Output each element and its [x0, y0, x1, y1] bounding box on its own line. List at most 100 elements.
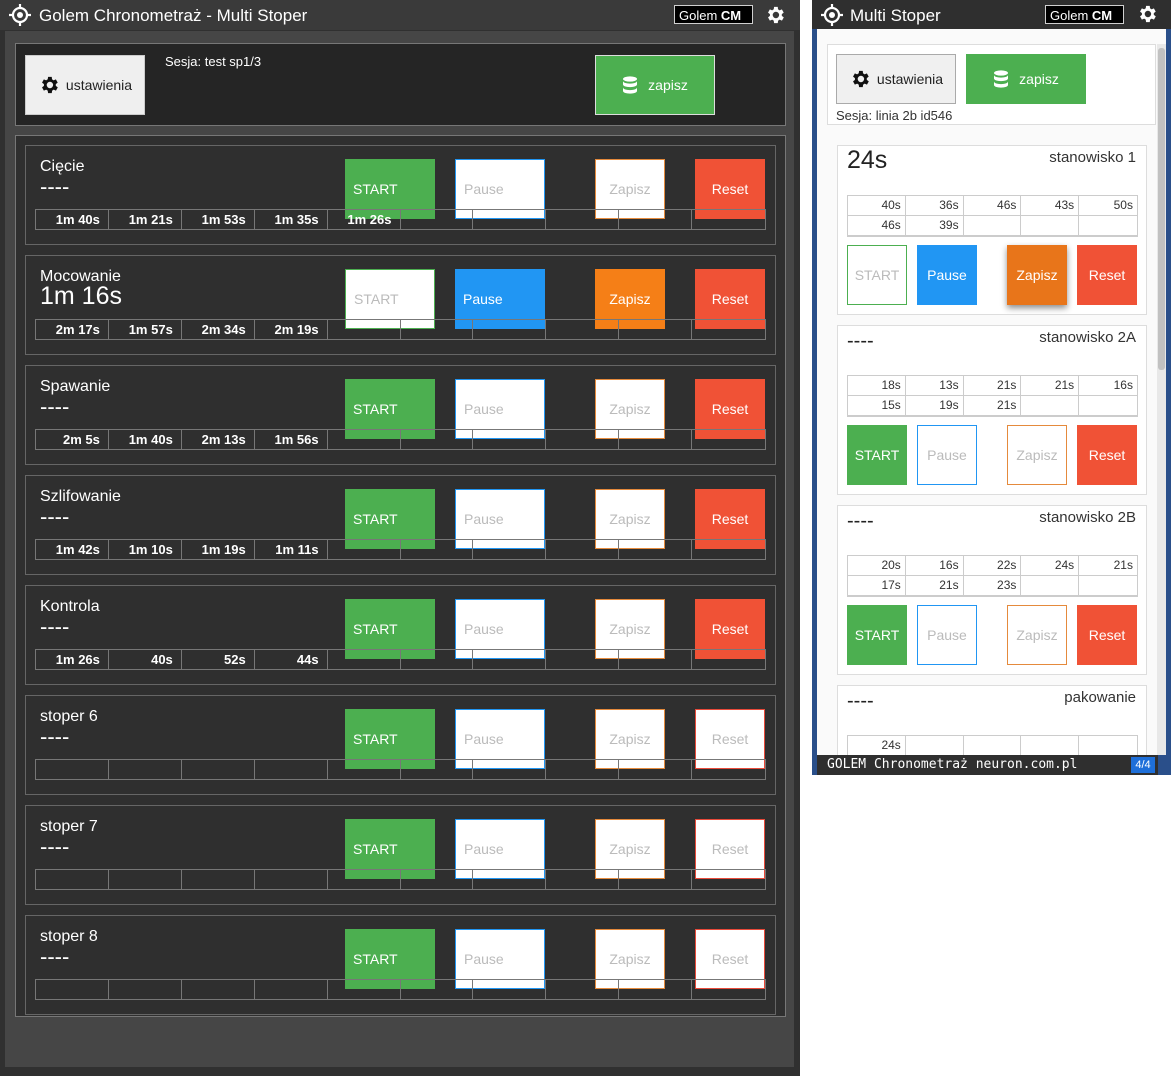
lap-cell: 21s	[963, 396, 1022, 416]
start-button[interactable]: START	[847, 425, 907, 485]
pause-button[interactable]: Pause	[917, 425, 977, 485]
lap-cell: 24s	[848, 736, 906, 755]
lap-cell	[36, 980, 109, 999]
lap-cell	[906, 736, 964, 755]
start-button[interactable]: START	[847, 245, 907, 305]
lap-cell	[473, 430, 547, 449]
reset-button[interactable]: Reset	[1077, 425, 1137, 485]
lap-cell	[473, 870, 547, 889]
lap-cell	[1079, 216, 1137, 236]
stopwatch-name: Cięcie	[40, 158, 85, 175]
lap-cell: 2m 13s	[182, 430, 255, 449]
window-title: Golem Chronometraż - Multi Stoper	[39, 6, 308, 25]
lap-cell	[328, 540, 401, 559]
lap-cell	[255, 980, 328, 999]
lap-cell	[619, 430, 693, 449]
lap-cell	[692, 650, 765, 669]
lap-cell	[692, 430, 765, 449]
zapisz-button[interactable]: Zapisz	[1007, 245, 1067, 305]
stopwatch-name: Spawanie	[40, 378, 111, 395]
stopwatch-time: ----	[40, 504, 70, 529]
lap-times: 1m 26s 40s 52s 44s	[35, 649, 766, 670]
lap-cell	[546, 540, 620, 559]
lap-cell	[401, 870, 474, 889]
stopwatch-row: ---- stanowisko 2B 20s 16s 22s 24s 21s 17s 21s…	[837, 505, 1147, 675]
pause-button[interactable]: Pause	[917, 605, 977, 665]
zapisz-button[interactable]: Zapisz	[1007, 605, 1067, 665]
stopwatch-row: 24s stanowisko 1 40s 36s 46s 43s 50s 46s 39s S…	[837, 145, 1147, 315]
reset-button[interactable]: Reset	[1077, 245, 1137, 305]
lap-cell	[1079, 576, 1137, 596]
lap-cell: 43s	[1021, 196, 1080, 216]
settings-button[interactable]: ustawienia	[25, 55, 145, 115]
lap-cell	[473, 650, 547, 669]
gear-icon[interactable]	[764, 4, 786, 26]
lap-cell	[1021, 216, 1080, 236]
brand-badge: Golem CM	[1045, 5, 1124, 24]
lap-cell: 1m 35s	[255, 210, 328, 229]
lap-cell	[1021, 736, 1080, 755]
brand-text: Golem	[1050, 8, 1089, 23]
brand-badge: Golem CM	[674, 5, 753, 24]
lap-times	[35, 759, 766, 780]
database-icon	[623, 76, 638, 94]
gear-icon[interactable]	[1136, 3, 1158, 25]
lap-cell: 1m 26s	[328, 210, 401, 229]
lap-cell	[1079, 736, 1137, 755]
lap-cell	[255, 760, 328, 779]
scrollbar-thumb[interactable]	[1158, 48, 1165, 370]
lap-cell	[401, 430, 474, 449]
lap-cell: 20s	[848, 556, 906, 576]
stopwatch-row: stoper 6 ---- START Pause Zapisz Reset	[25, 695, 776, 795]
lap-times: 24s	[847, 735, 1138, 755]
session-label: Sesja: linia 2b id546	[836, 108, 953, 123]
stopwatch-name: stanowisko 2B	[1039, 509, 1136, 526]
lap-cell	[546, 650, 620, 669]
lap-cell	[473, 320, 547, 339]
lap-cell	[1021, 576, 1080, 596]
stopwatch-row: stoper 8 ---- START Pause Zapisz Reset	[25, 915, 776, 1015]
start-button[interactable]: START	[847, 605, 907, 665]
stopwatch-time: 1m 16s	[40, 282, 122, 310]
lap-cell	[109, 980, 182, 999]
lap-cell	[963, 216, 1022, 236]
lap-times	[35, 869, 766, 890]
lap-cell	[692, 210, 765, 229]
settings-label: ustawienia	[876, 71, 944, 87]
lap-cell: 1m 40s	[36, 210, 109, 229]
settings-button[interactable]: ustawienia	[836, 54, 956, 104]
lap-cell	[182, 980, 255, 999]
stopwatch-name: stanowisko 1	[1049, 149, 1136, 166]
lap-cell: 1m 26s	[36, 650, 109, 669]
lap-cell: 1m 56s	[255, 430, 328, 449]
stopwatch-name: stoper 8	[40, 928, 98, 945]
zapisz-button[interactable]: Zapisz	[1007, 425, 1067, 485]
save-button[interactable]: zapisz	[595, 55, 715, 115]
lap-cell	[328, 320, 401, 339]
stopwatch-name: Szlifowanie	[40, 488, 121, 505]
pause-button[interactable]: Pause	[917, 245, 977, 305]
lap-cell	[36, 870, 109, 889]
lap-times: 2m 5s 1m 40s 2m 13s 1m 56s	[35, 429, 766, 450]
title-bar	[0, 0, 800, 30]
lap-cell	[328, 870, 401, 889]
lap-cell: 46s	[848, 216, 906, 236]
stopwatch-time: ----	[847, 690, 874, 712]
lap-cell	[401, 540, 474, 559]
stopwatch-row: ---- stanowisko 2A 18s 13s 21s 21s 16s 15s 19s…	[837, 325, 1147, 495]
crosshair-icon	[9, 4, 31, 26]
lap-cell: 16s	[905, 556, 964, 576]
lap-cell	[401, 760, 474, 779]
reset-button[interactable]: Reset	[1077, 605, 1137, 665]
lap-cell: 2m 17s	[36, 320, 109, 339]
lap-cell	[473, 540, 547, 559]
stopwatch-name: Mocowanie	[40, 268, 121, 285]
lap-cell: 1m 57s	[109, 320, 182, 339]
brand-bold-text: CM	[1091, 8, 1113, 23]
save-button[interactable]: zapisz	[966, 54, 1086, 104]
lap-times	[35, 979, 766, 1000]
stopwatch-row: Cięcie ---- START Pause Zapisz Reset 1m …	[25, 145, 776, 245]
scrollbar[interactable]	[1157, 44, 1166, 755]
lap-cell	[619, 760, 693, 779]
lap-cell	[546, 980, 620, 999]
